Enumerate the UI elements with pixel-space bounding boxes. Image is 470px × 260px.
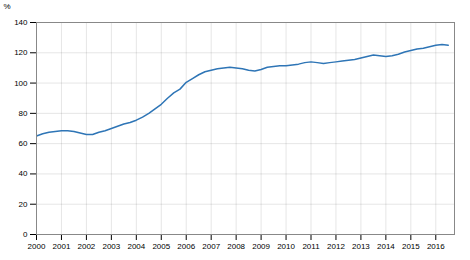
svg-text:2009: 2009 [252,242,270,251]
svg-text:2010: 2010 [277,242,295,251]
svg-text:0: 0 [23,230,28,239]
svg-text:2014: 2014 [377,242,395,251]
svg-text:2003: 2003 [102,242,120,251]
svg-text:2005: 2005 [152,242,170,251]
svg-text:2004: 2004 [127,242,145,251]
svg-text:2015: 2015 [402,242,420,251]
svg-text:40: 40 [19,169,28,178]
svg-text:120: 120 [14,48,28,57]
svg-text:100: 100 [14,79,28,88]
svg-text:2016: 2016 [427,242,445,251]
svg-text:%: % [4,2,11,11]
svg-text:60: 60 [19,139,28,148]
svg-text:2001: 2001 [53,242,71,251]
svg-text:2012: 2012 [327,242,345,251]
svg-text:80: 80 [19,109,28,118]
svg-text:2000: 2000 [28,242,46,251]
svg-text:2013: 2013 [352,242,370,251]
svg-text:20: 20 [19,200,28,209]
svg-text:2008: 2008 [227,242,245,251]
svg-text:2011: 2011 [302,242,320,251]
svg-text:2006: 2006 [177,242,195,251]
svg-text:2002: 2002 [78,242,96,251]
svg-text:140: 140 [14,18,28,27]
svg-text:2007: 2007 [202,242,220,251]
